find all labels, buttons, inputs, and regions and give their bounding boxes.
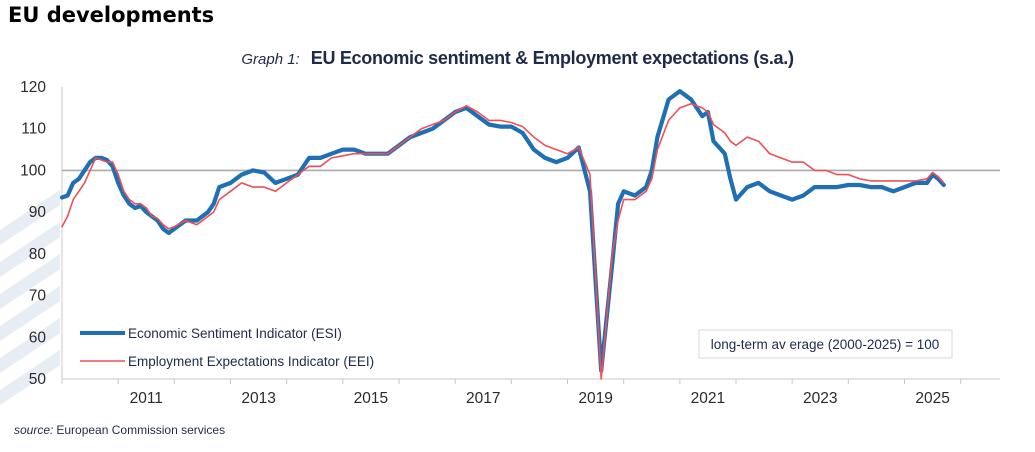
annotation-text: long-term av erage (2000-2025) = 100 [711, 337, 940, 352]
series-layer [59, 89, 946, 380]
y-tick-label: 110 [21, 121, 46, 138]
chart-title-prefix: Graph 1: [241, 51, 300, 68]
page-heading: EU developments [8, 3, 215, 27]
x-tick-label: 2019 [578, 390, 612, 407]
y-tick-label: 70 [29, 288, 47, 305]
y-tick-label: 50 [29, 371, 47, 388]
x-tick-label: 2025 [915, 390, 949, 407]
legend-label-eei: Employment Expectations Indicator (EEI) [128, 354, 374, 369]
source-note: source: European Commission services [14, 423, 225, 437]
annotation-box: long-term av erage (2000-2025) = 100 [698, 329, 953, 359]
legend: Economic Sentiment Indicator (ESI) Emplo… [80, 326, 374, 369]
source-label: source: [14, 423, 54, 437]
x-tick-label: 2011 [130, 390, 163, 407]
legend-label-esi: Economic Sentiment Indicator (ESI) [128, 326, 342, 341]
y-tick-label: 120 [20, 79, 46, 96]
x-tick-label: 2017 [466, 390, 500, 407]
x-tick-label: 2015 [354, 390, 388, 407]
y-tick-label: 100 [20, 162, 46, 179]
y-tick-label: 80 [29, 246, 47, 263]
source-text: European Commission services [56, 423, 226, 437]
x-tick-label: 2023 [803, 390, 837, 407]
chart-title: Graph 1: EU Economic sentiment & Employm… [0, 48, 1035, 69]
background-decoration [0, 190, 60, 405]
chart-title-text: EU Economic sentiment & Employment expec… [310, 48, 794, 68]
y-tick-label: 60 [29, 329, 47, 346]
annotation-border [698, 329, 953, 359]
x-tick-label: 2013 [241, 390, 275, 407]
y-tick-label: 90 [29, 204, 47, 221]
axes: 50 60 70 80 90 100 110 120 2011 2013 2015 2017 2019 2… [20, 79, 1000, 407]
x-tick-label: 2021 [691, 390, 725, 407]
series-line-eei [61, 102, 945, 380]
